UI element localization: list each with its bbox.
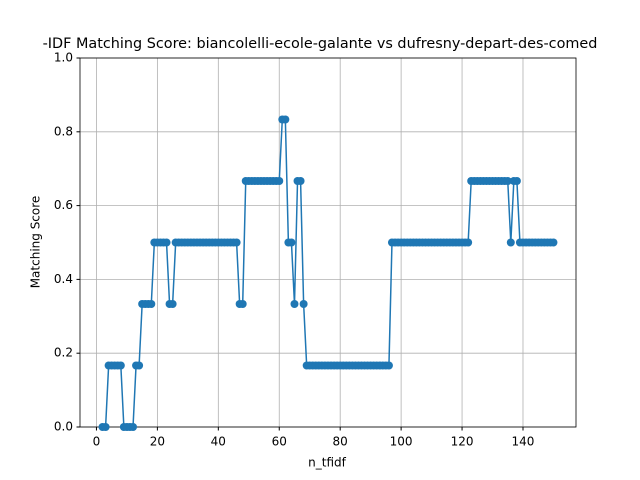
x-tick-label: 140 — [512, 435, 535, 449]
data-point — [290, 300, 299, 309]
data-point — [101, 423, 110, 431]
x-tick-label: 60 — [272, 435, 287, 449]
data-point — [232, 238, 241, 247]
data-point — [281, 115, 290, 124]
x-tick-label: 20 — [150, 435, 165, 449]
data-point — [238, 300, 247, 309]
data-point — [464, 238, 473, 247]
data-point — [275, 176, 284, 185]
data-point — [512, 176, 521, 185]
x-tick-label: 0 — [93, 435, 101, 449]
data-point — [147, 300, 156, 309]
y-tick-label: 0.0 — [54, 420, 73, 434]
plot-frame — [79, 57, 577, 428]
data-point — [116, 361, 125, 370]
x-tick-label: 100 — [390, 435, 413, 449]
data-point — [129, 423, 138, 431]
y-tick-label: 0.4 — [54, 272, 73, 286]
y-tick-label: 0.8 — [54, 124, 73, 138]
data-point — [135, 361, 144, 370]
chart-title: -IDF Matching Score: biancolelli-ecole-g… — [43, 36, 598, 52]
data-point — [296, 176, 305, 185]
data-point — [168, 300, 177, 309]
data-line — [102, 118, 554, 428]
data-point — [506, 238, 515, 247]
data-point — [503, 176, 512, 185]
data-point — [299, 300, 308, 309]
x-tick-label: 40 — [211, 435, 226, 449]
data-point — [287, 238, 296, 247]
data-point — [549, 238, 558, 247]
y-tick-label: 0.2 — [54, 346, 73, 360]
y-tick-label: 1.0 — [54, 51, 73, 65]
x-tick-label: 80 — [333, 435, 348, 449]
x-tick-label: 120 — [451, 435, 474, 449]
data-point — [162, 238, 171, 247]
y-axis-label: Matching Score — [29, 196, 43, 289]
x-axis-label: n_tfidf — [308, 456, 346, 470]
y-tick-label: 0.6 — [54, 198, 73, 212]
data-point — [384, 361, 393, 370]
